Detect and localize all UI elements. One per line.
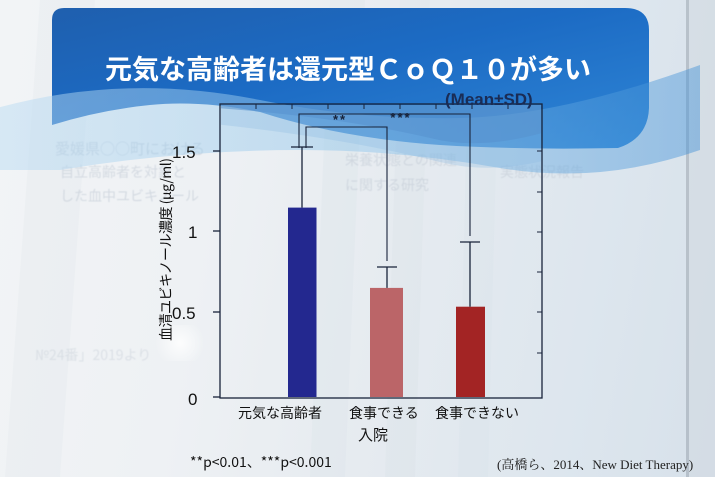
svg-text:***: ***	[390, 110, 411, 125]
svg-text:**: **	[333, 112, 347, 127]
